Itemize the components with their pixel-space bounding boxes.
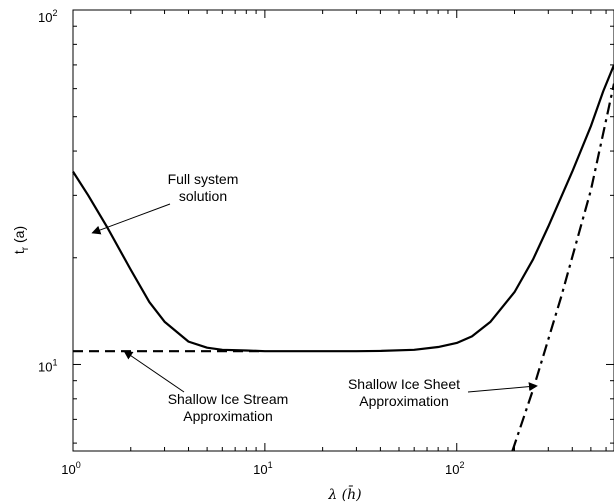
x-tick-label: 100: [61, 460, 80, 477]
annotation-arrow: [91, 203, 171, 235]
series-line-dashdot: [511, 83, 614, 452]
annotation-arrow: [467, 382, 538, 393]
annotation-label: Full system: [168, 171, 239, 187]
label-layer: 100 101 102 101 102 λ (h̄) tr (a): [11, 8, 464, 503]
annotation-label: Shallow Ice Sheet: [348, 376, 460, 392]
annotation-arrow: [123, 350, 185, 393]
x-axis-label: λ (h̄): [327, 485, 361, 503]
plot-area-frame: [72, 9, 614, 452]
x-tick-label: 102: [445, 460, 464, 477]
x-tick-label: 101: [253, 460, 272, 477]
series-line-solid: [72, 64, 614, 353]
annotation-label: Shallow Ice Stream: [168, 391, 289, 407]
annotation-label: Approximation: [183, 408, 273, 424]
y-tick-label: 102: [38, 8, 57, 25]
annotation-label: Approximation: [359, 393, 449, 409]
y-axis-label: tr (a): [11, 226, 31, 254]
annotation-label: solution: [179, 188, 227, 204]
series-layer: [72, 64, 614, 452]
tick-layer: [72, 9, 614, 451]
y-tick-label: 101: [38, 357, 57, 374]
